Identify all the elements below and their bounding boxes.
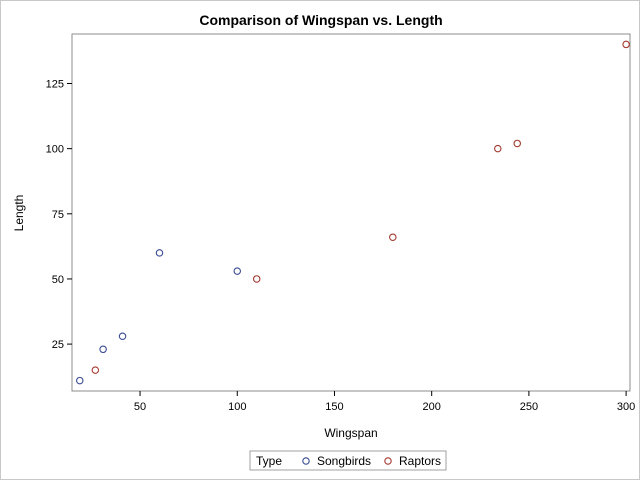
raptors-point bbox=[252, 275, 261, 283]
songbirds-point bbox=[233, 267, 242, 275]
legend-title: Type bbox=[256, 454, 282, 468]
y-axis: 25 50 75 100 125 bbox=[46, 79, 72, 351]
legend-box bbox=[249, 450, 447, 471]
data-points bbox=[76, 40, 630, 385]
x-axis: 50 100 150 200 250 300 bbox=[134, 391, 635, 413]
y-tick-label: 25 bbox=[52, 339, 64, 351]
legend-label-raptors: Raptors bbox=[399, 454, 441, 468]
x-axis-label: Wingspan bbox=[324, 426, 377, 440]
chart-title: Comparison of Wingspan vs. Length bbox=[199, 12, 442, 28]
x-tick-label: 250 bbox=[520, 401, 538, 413]
y-tick-label: 50 bbox=[52, 274, 64, 286]
x-tick-label: 150 bbox=[325, 401, 343, 413]
legend-marker-songbirds bbox=[302, 457, 310, 465]
y-tick-label: 125 bbox=[46, 79, 64, 91]
raptors-point bbox=[513, 139, 521, 148]
x-tick-label: 300 bbox=[617, 401, 635, 413]
plot-area bbox=[71, 33, 631, 392]
songbirds-point bbox=[76, 376, 84, 385]
songbirds-point bbox=[155, 249, 164, 257]
raptors-point bbox=[91, 366, 100, 374]
raptors-point bbox=[389, 233, 397, 242]
legend: Type Songbirds Raptors bbox=[249, 450, 447, 471]
legend-entries: Songbirds Raptors bbox=[302, 454, 441, 468]
raptors-point bbox=[494, 144, 502, 153]
songbirds-point bbox=[99, 345, 107, 354]
raptors-point bbox=[622, 40, 630, 49]
songbirds-point bbox=[118, 332, 127, 341]
y-axis-label: Length bbox=[12, 195, 26, 232]
legend-marker-raptors bbox=[384, 457, 392, 465]
x-tick-label: 100 bbox=[228, 401, 246, 413]
x-tick-label: 50 bbox=[134, 401, 146, 413]
y-tick-label: 100 bbox=[46, 144, 64, 156]
x-tick-label: 200 bbox=[423, 401, 441, 413]
legend-label-songbirds: Songbirds bbox=[317, 454, 371, 468]
y-tick-label: 75 bbox=[52, 209, 64, 221]
